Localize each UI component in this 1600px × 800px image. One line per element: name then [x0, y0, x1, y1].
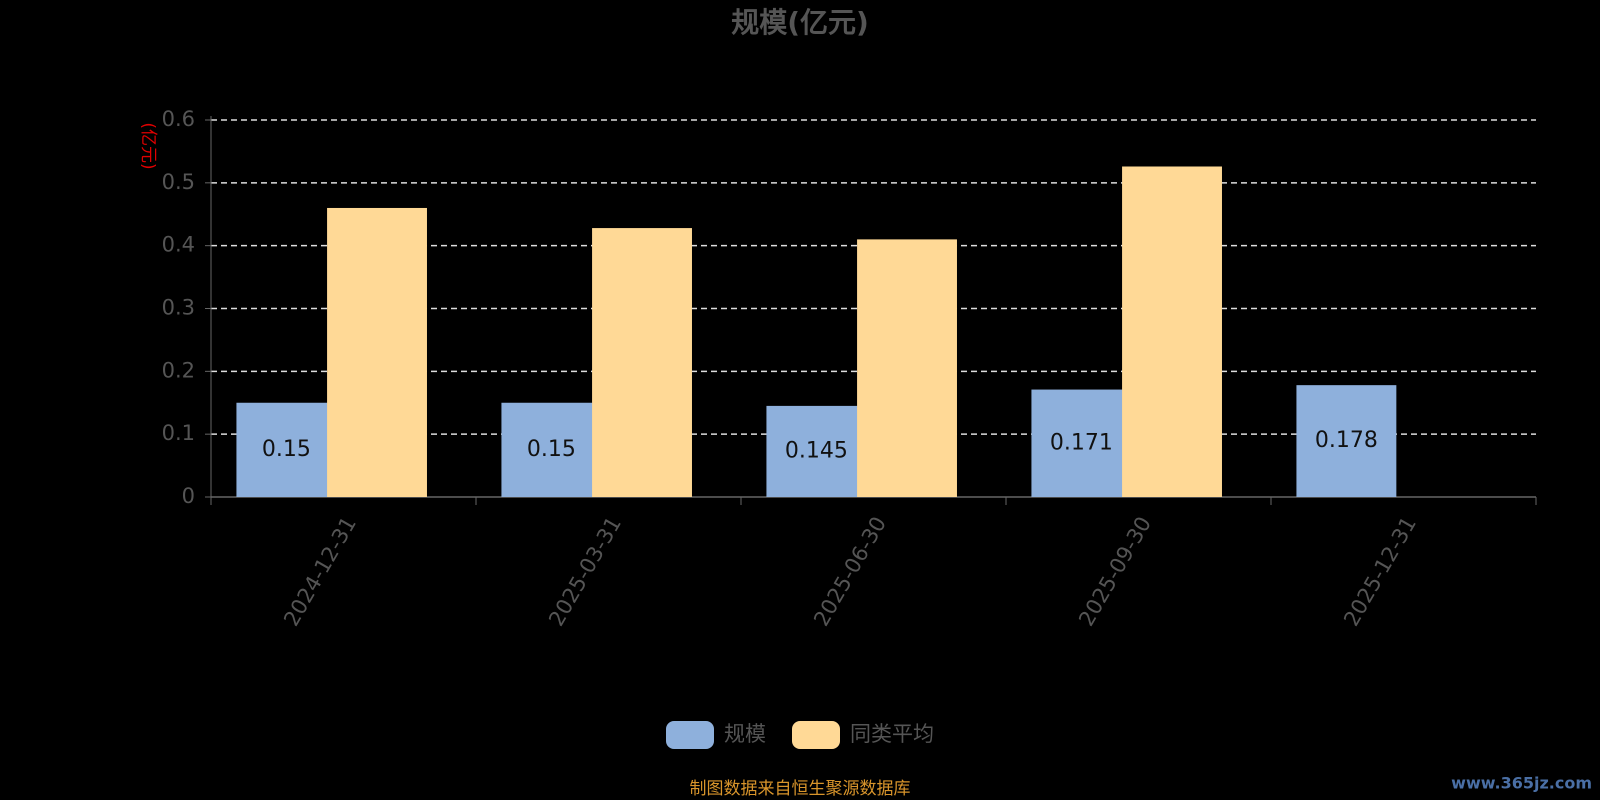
bar [766, 405, 867, 497]
y-tick-label: 0.2 [162, 358, 195, 382]
source-note: 制图数据来自恒生聚源数据库 [690, 779, 911, 799]
data-label: 0.178 [1315, 428, 1378, 453]
bar [592, 228, 692, 497]
y-axis-label: (亿元) [138, 122, 158, 169]
legend-label: 同类平均 [850, 722, 934, 746]
bar [327, 207, 427, 497]
y-tick-label: 0.6 [162, 107, 195, 131]
y-tick-label: 0.3 [162, 296, 195, 320]
bar [236, 402, 337, 497]
bar [857, 239, 957, 497]
data-label: 0.145 [785, 438, 848, 463]
bar [1031, 389, 1132, 497]
y-tick-label: 0.4 [162, 233, 195, 257]
data-label: 0.15 [262, 437, 311, 462]
bar [1296, 385, 1397, 497]
chart-title: 规模(亿元) [731, 6, 869, 39]
bar [501, 402, 602, 497]
data-label: 0.171 [1050, 430, 1113, 455]
watermark: www.365jz.com [1451, 774, 1592, 793]
legend-swatch [792, 721, 840, 749]
bar [1122, 166, 1222, 497]
y-tick-label: 0.1 [162, 421, 195, 445]
legend-label: 规模 [724, 722, 766, 746]
y-tick-label: 0 [182, 484, 195, 508]
legend-swatch [666, 721, 714, 749]
y-tick-label: 0.5 [162, 170, 195, 194]
data-label: 0.15 [527, 437, 576, 462]
